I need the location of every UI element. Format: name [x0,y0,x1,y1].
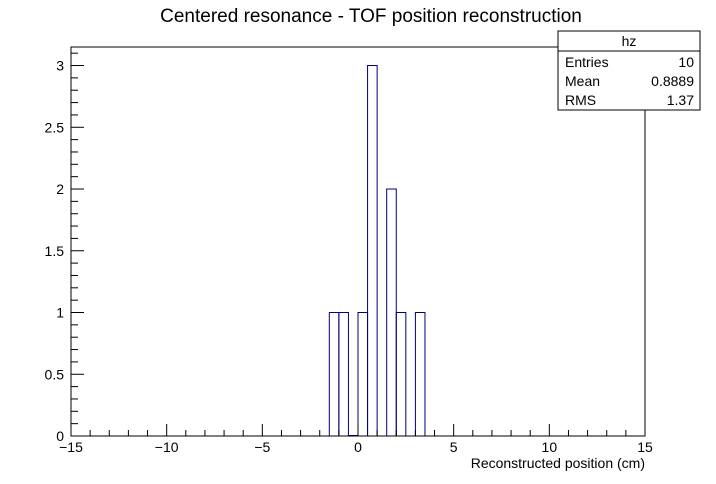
chart-title: Centered resonance - TOF position recons… [160,6,582,27]
stats-rms-value: 1.37 [667,92,694,108]
x-tick-label: 5 [450,439,458,455]
x-tick-label: −15 [59,439,83,455]
stats-rms-label: RMS [565,92,596,108]
histogram-bar-3 [367,65,378,436]
histogram-bars [328,65,426,436]
x-tick-label: 0 [354,439,362,455]
stats-entries-label: Entries [565,54,609,70]
histogram-bar-4 [386,188,397,436]
y-tick-label: 1 [56,305,64,321]
y-tick-label: 1.5 [45,243,65,259]
stats-box-title: hz [622,33,637,49]
stats-mean-value: 0.8889 [651,73,694,89]
x-axis-label: Reconstructed position (cm) [471,455,645,471]
stats-mean-label: Mean [565,73,600,89]
histogram-bar-1 [338,312,349,436]
histogram-bar-2 [357,312,369,436]
y-tick-label: 3 [56,58,64,74]
y-tick-label: 2 [56,181,64,197]
x-tick-label: −10 [155,439,179,455]
y-tick-label: 2.5 [45,119,65,135]
x-tick-label: 15 [637,439,653,455]
stats-entries-value: 10 [678,54,694,70]
histogram-bar-6 [414,312,426,436]
histogram-bar-0 [328,312,340,436]
y-tick-label: 0 [56,428,64,444]
histogram-bar-5 [395,312,407,436]
stats-box-frame [557,30,701,111]
stats-box: hz Entries 10 Mean 0.8889 RMS 1.37 [557,30,701,111]
x-tick-label: 10 [542,439,558,455]
y-tick-label: 0.5 [45,366,65,382]
axis-ticks: −15 −10 −5 0 5 10 15 0 0.5 1 1.5 2 2.5 3 [45,52,653,455]
x-tick-label: −5 [254,439,270,455]
